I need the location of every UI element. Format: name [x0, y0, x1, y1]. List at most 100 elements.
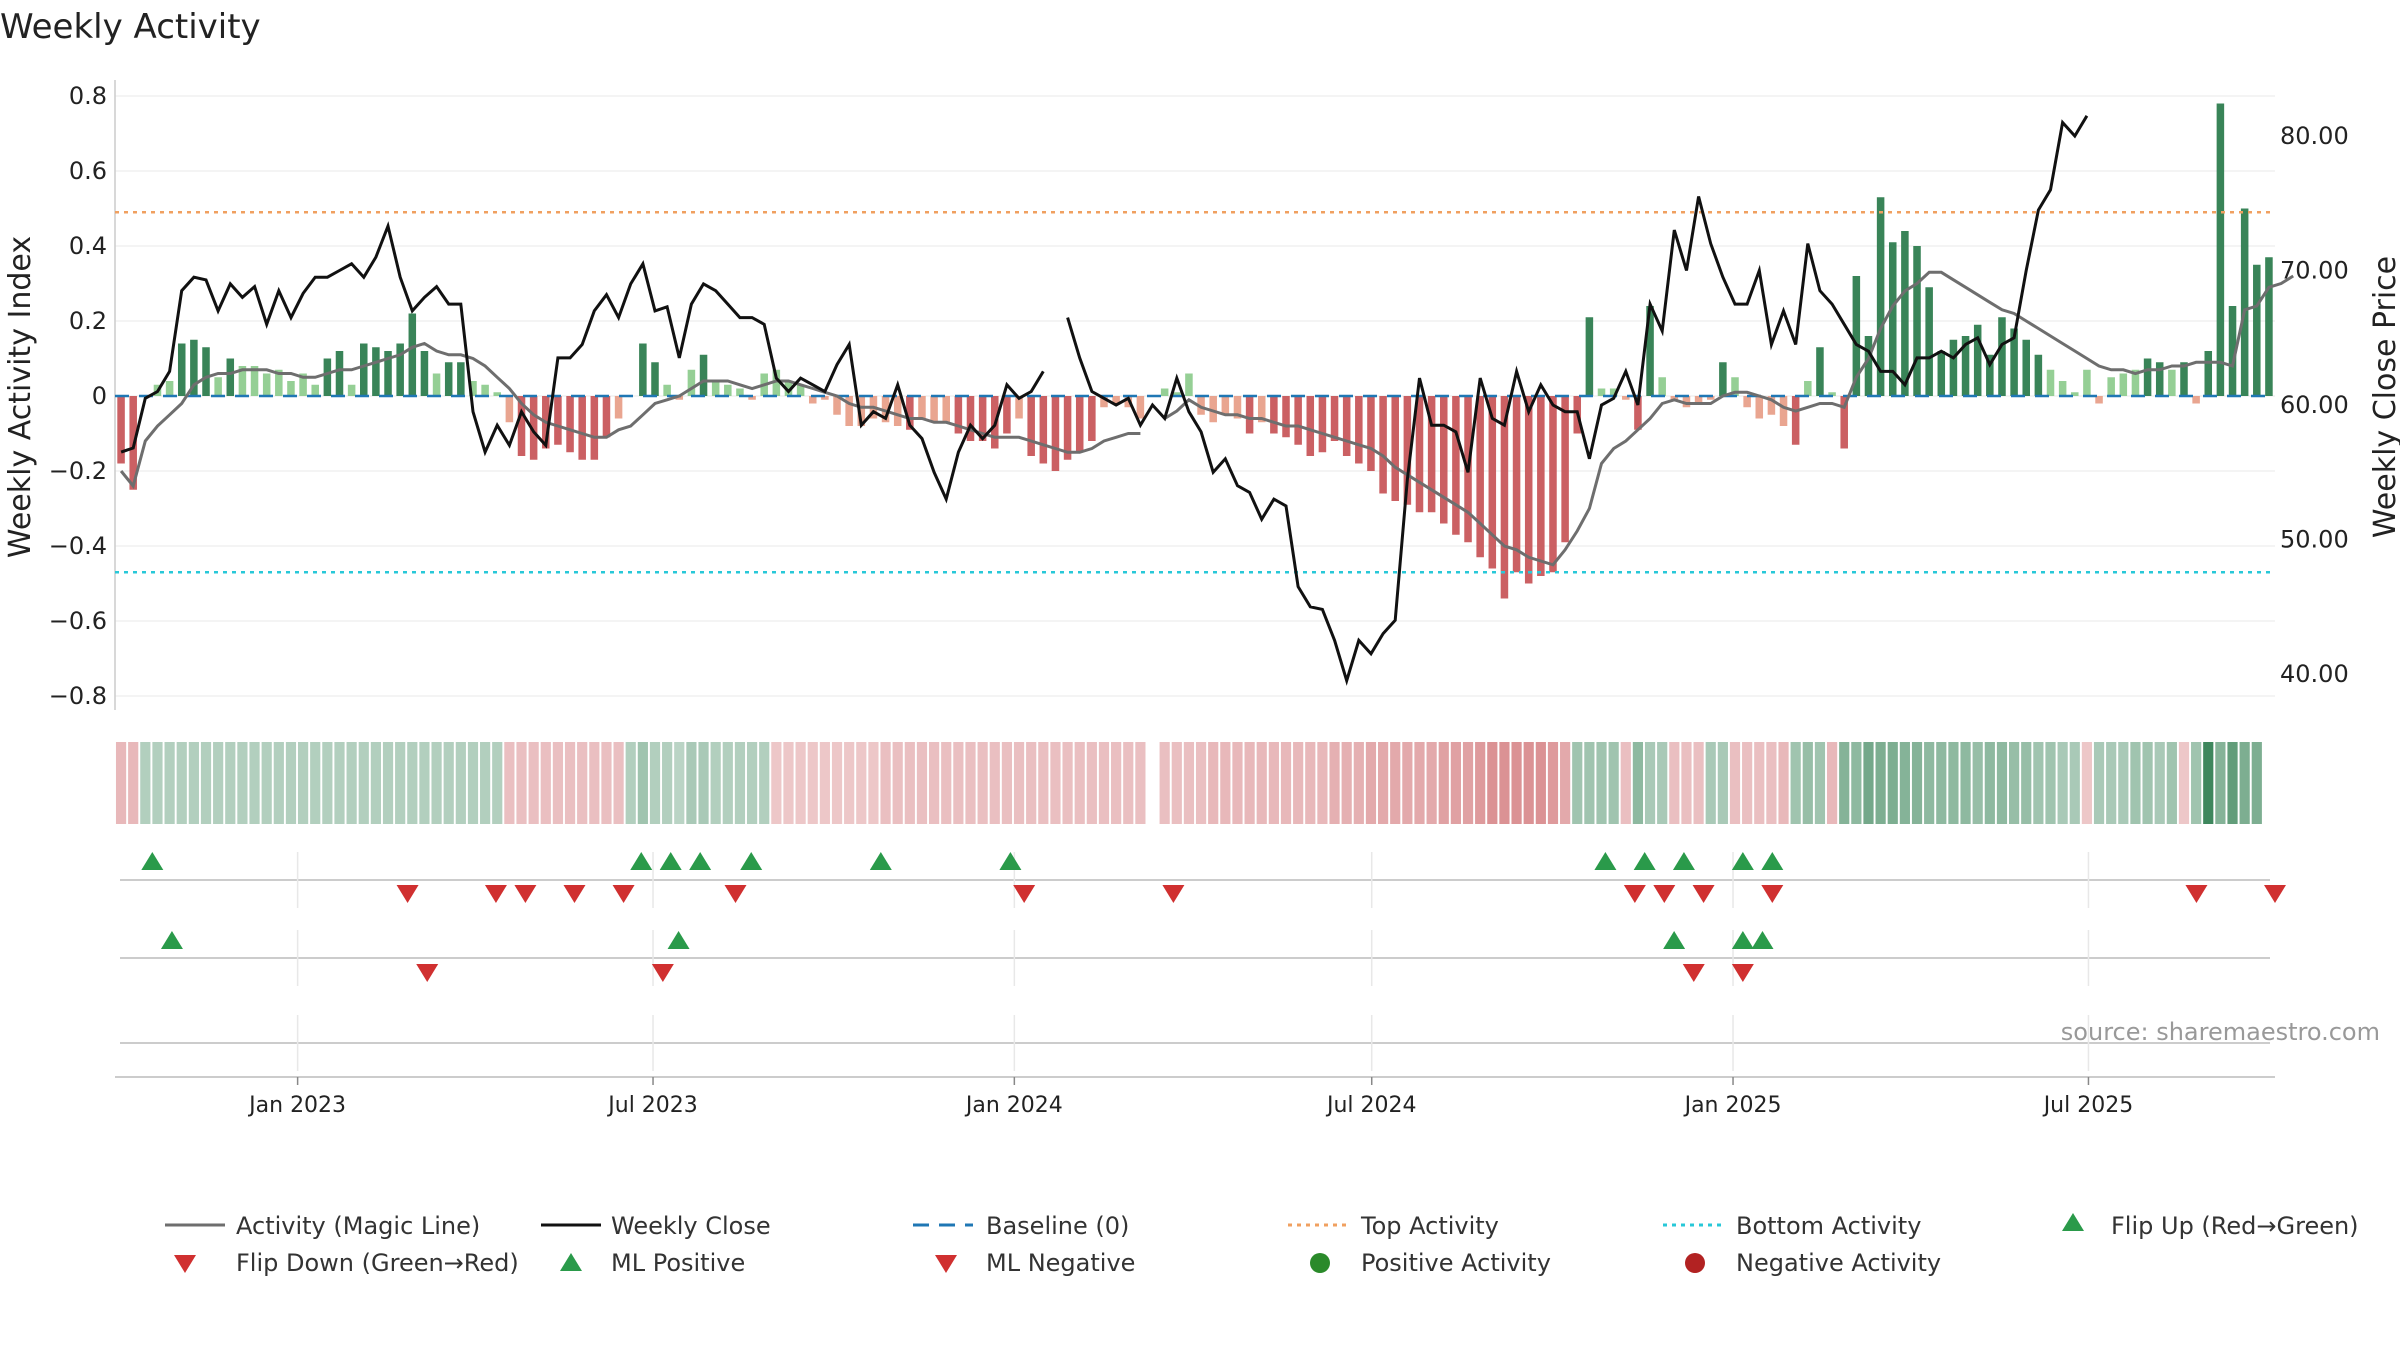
activity-band-cell — [1911, 742, 1923, 824]
activity-band-cell — [1535, 742, 1546, 824]
activity-bar — [1864, 336, 1873, 396]
activity-bar — [335, 351, 344, 396]
activity-bar — [396, 343, 404, 396]
flip-down-marker — [1623, 885, 1646, 903]
activity-bar — [1039, 396, 1048, 464]
activity-band-cell — [1341, 742, 1352, 824]
activity-band-cell — [1644, 742, 1656, 824]
y2-tick-label: 50.00 — [2280, 526, 2349, 554]
activity-bar — [2119, 373, 2128, 396]
legend-label-ml-negative: ML Negative — [986, 1249, 1135, 1277]
activity-bar — [1597, 388, 1606, 396]
activity-band-cell — [929, 742, 940, 824]
activity-band-cell — [2093, 742, 2105, 824]
activity-band-cell — [1377, 742, 1389, 824]
activity-band-cell — [1972, 742, 1983, 824]
legend-item-magic-line[interactable]: Activity (Magic Line) — [165, 1212, 480, 1240]
activity-band-cell — [1487, 742, 1498, 824]
activity-bar — [1015, 396, 1023, 419]
activity-band-cell — [892, 742, 903, 824]
activity-band-cell — [1717, 742, 1728, 824]
activity-bar — [1524, 396, 1533, 584]
activity-bar — [1646, 306, 1654, 396]
activity-band-cell — [649, 742, 661, 824]
activity-band-cell — [1960, 742, 1971, 824]
activity-band-cell — [2215, 742, 2226, 824]
activity-bar — [845, 396, 853, 426]
activity-band-cell — [455, 742, 466, 824]
activity-bar — [517, 396, 526, 456]
activity-bar — [2046, 369, 2055, 396]
legend-item-flip-down[interactable]: Flip Down (Green→Red) — [174, 1249, 519, 1277]
activity-bar — [918, 396, 926, 419]
activity-bar — [190, 339, 198, 396]
legend-item-ml-negative[interactable]: ML Negative — [935, 1249, 1135, 1277]
flip-down-marker — [1653, 885, 1676, 903]
activity-bar — [1209, 396, 1217, 423]
activity-band-cell — [1778, 742, 1789, 824]
activity-band-cell — [1317, 742, 1328, 824]
activity-band-cell — [2106, 742, 2117, 824]
activity-band-cell — [1074, 742, 1085, 824]
activity-bar — [1306, 396, 1315, 456]
activity-band-cell — [2033, 742, 2044, 824]
activity-bar — [942, 396, 950, 423]
activity-bar — [1270, 396, 1278, 434]
activity-bar — [590, 396, 599, 460]
activity-bar — [2131, 369, 2140, 396]
activity-band-cell — [2009, 742, 2020, 824]
plot-area: 0.8 0.6 0.4 0.2 0 −0.2 −0.4 −0.6 −0.8 80.00 70.00 6… — [49, 80, 2349, 1118]
activity-bar — [1403, 396, 1412, 505]
x-tick-label: Jul 2025 — [2042, 1093, 2134, 1118]
legend-item-bottom-activity[interactable]: Bottom Activity — [1663, 1212, 1921, 1240]
activity-band-cell — [831, 742, 843, 824]
activity-band-cell — [407, 742, 418, 824]
y-tick-label: −0.6 — [49, 607, 107, 635]
flip-up-icon — [2062, 1213, 2084, 1231]
activity-band-cell — [1766, 742, 1777, 824]
ml-negative-icon — [935, 1255, 957, 1273]
activity-band-cell — [1293, 742, 1304, 824]
activity-band-cell — [1098, 742, 1110, 824]
activity-bar — [651, 362, 659, 396]
activity-band-cell — [1195, 742, 1207, 824]
activity-band-cell — [2021, 742, 2032, 824]
activity-bar — [1986, 354, 1994, 396]
legend-item-ml-positive[interactable]: ML Positive — [560, 1249, 745, 1277]
legend-item-positive-activity[interactable]: Positive Activity — [1310, 1249, 1551, 1277]
activity-band-cell — [746, 742, 758, 824]
activity-bar — [1706, 396, 1715, 400]
activity-bar — [323, 358, 332, 396]
legend-item-baseline[interactable]: Baseline (0) — [913, 1212, 1129, 1240]
activity-bar — [384, 351, 392, 396]
activity-bar — [1282, 396, 1290, 438]
activity-bar — [202, 347, 210, 396]
legend-label-weekly-close: Weekly Close — [611, 1212, 771, 1240]
ml-negative-marker — [1682, 964, 1705, 982]
legend-item-weekly-close[interactable]: Weekly Close — [541, 1212, 771, 1240]
activity-band-cell — [1268, 742, 1279, 824]
activity-band-cell — [1280, 742, 1292, 824]
legend-label-flip-up: Flip Up (Red→Green) — [2111, 1212, 2359, 1240]
activity-bar — [1998, 317, 2006, 396]
legend-item-flip-up[interactable]: Flip Up (Red→Green) — [2062, 1212, 2359, 1240]
activity-band-cell — [698, 742, 709, 824]
legend-item-top-activity[interactable]: Top Activity — [1288, 1212, 1499, 1240]
activity-bar — [311, 384, 319, 396]
activity-band-cell — [1013, 742, 1025, 824]
legend-item-negative-activity[interactable]: Negative Activity — [1685, 1249, 1941, 1277]
activity-bar — [2143, 358, 2152, 396]
activity-bar — [1682, 396, 1691, 408]
activity-bar — [347, 384, 356, 396]
activity-band-cell — [2227, 742, 2238, 824]
activity-band-cell — [1256, 742, 1267, 824]
activity-band-cell — [431, 742, 442, 824]
flip-down-marker — [1162, 885, 1185, 903]
activity-band-cell — [2251, 742, 2262, 824]
flip-down-marker — [724, 885, 747, 903]
flip-up-marker — [659, 852, 682, 870]
activity-band-cell — [1450, 742, 1461, 824]
activity-bar — [1840, 396, 1848, 449]
activity-band-cell — [1669, 742, 1680, 824]
